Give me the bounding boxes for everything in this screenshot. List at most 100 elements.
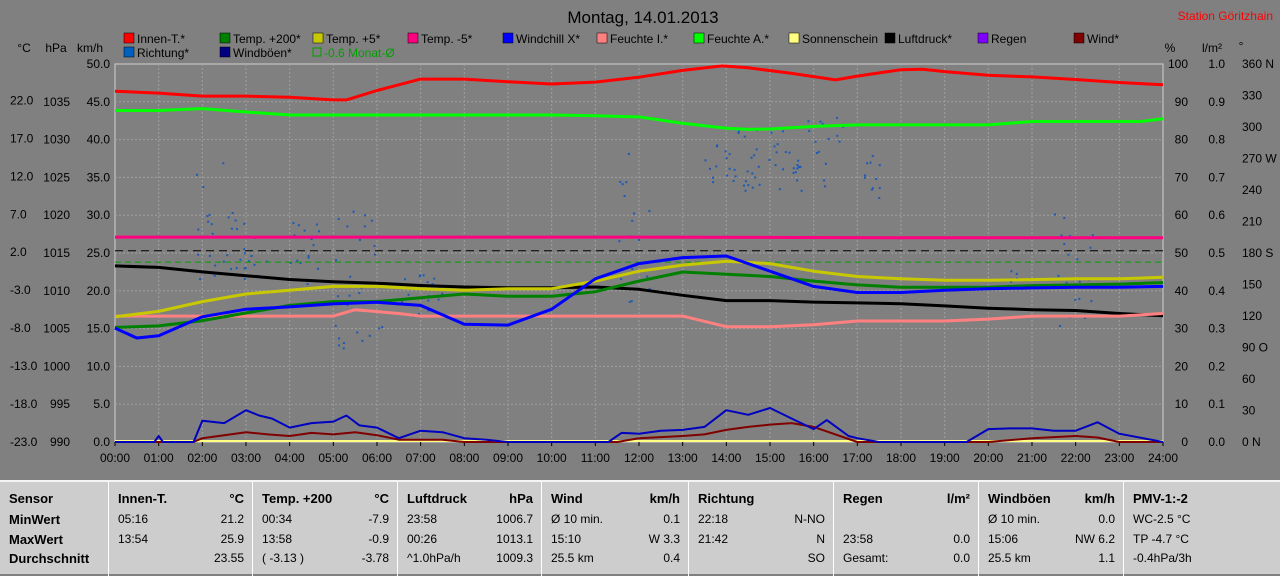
- direction-point: [775, 151, 778, 154]
- direction-point: [206, 215, 209, 218]
- direction-point: [827, 138, 830, 141]
- cell-right: 0.1: [663, 512, 680, 526]
- direction-point: [747, 184, 750, 187]
- table-column: PMV-1:-2 WC-2.5 °C TP -4.7 °C -0.4hPa/3h: [1123, 482, 1280, 576]
- cell-left: 05:16: [118, 512, 149, 526]
- tick-label-percent: 50: [1175, 246, 1189, 260]
- column-header-label: Temp. +200: [262, 491, 333, 506]
- direction-point: [623, 195, 626, 198]
- direction-point: [363, 214, 366, 217]
- column-header-label: PMV-1:-2: [1133, 491, 1188, 506]
- direction-point: [794, 171, 797, 174]
- table-column: Windböen km/h Ø 10 min. 0.0 15:06 NW 6.2 25.5 …: [978, 482, 1123, 576]
- table-row: 22:18 N-NO: [698, 512, 825, 528]
- cell-left: ( -3.13 ): [262, 551, 305, 565]
- legend-label: Temp. -5*: [421, 32, 473, 46]
- table-row: 13:54 25.9: [118, 532, 244, 548]
- cell-left: MinWert: [9, 512, 61, 527]
- tick-label-hpa: 1010: [43, 284, 70, 298]
- direction-point: [297, 224, 300, 227]
- cell-right: 21.2: [220, 512, 244, 526]
- series-feuchte_a: [115, 107, 1164, 131]
- direction-point: [743, 135, 746, 138]
- tick-label-temp: 22.0: [10, 93, 34, 107]
- direction-point: [335, 259, 338, 262]
- direction-point: [838, 140, 841, 143]
- direction-point: [807, 120, 810, 123]
- tick-label-temp: 2.0: [10, 245, 27, 259]
- direction-point: [796, 179, 799, 182]
- cell-left: 25.5 km: [551, 551, 594, 565]
- direction-point: [781, 130, 784, 133]
- direction-point: [427, 299, 430, 302]
- cell-left: 15:06: [988, 531, 1019, 546]
- direction-point: [751, 186, 754, 189]
- legend-label: Feuchte I.*: [610, 32, 668, 46]
- direction-point: [361, 339, 364, 342]
- table-row: [843, 512, 970, 528]
- tick-label-degree: 360 N: [1242, 57, 1274, 71]
- cell-right: -0.9: [368, 531, 389, 546]
- cell-left: 15:10: [551, 531, 582, 546]
- x-tick-label: 16:00: [799, 451, 829, 465]
- weather-chart: Montag, 14.01.2013 Station Göritzhain Inne…: [10, 8, 1277, 465]
- x-tick-label: 02:00: [187, 451, 217, 465]
- series-windchill: [114, 254, 1164, 340]
- direction-point: [728, 167, 731, 170]
- direction-point: [334, 324, 337, 327]
- x-tick-label: 20:00: [973, 451, 1003, 465]
- table-column: Richtung 22:18 N-NO 21:42 N SO: [688, 482, 833, 576]
- cell-left: 21:42: [698, 531, 729, 546]
- tick-label-hpa: 990: [50, 435, 70, 449]
- tick-label-temp: -13.0: [10, 359, 38, 373]
- table-row: SO: [698, 551, 825, 567]
- direction-point: [426, 281, 429, 284]
- x-tick-label: 10:00: [537, 451, 567, 465]
- legend-label: Feuchte A.*: [707, 32, 769, 46]
- direction-point: [744, 189, 747, 192]
- direction-point: [312, 244, 315, 247]
- tick-label-rain: 0.2: [1208, 359, 1225, 373]
- column-unit: hPa: [509, 491, 533, 506]
- direction-point: [234, 219, 237, 222]
- direction-point: [337, 217, 340, 220]
- direction-point: [869, 161, 872, 164]
- x-tick-label: 00:00: [100, 451, 130, 465]
- tick-label-percent: 80: [1175, 133, 1189, 147]
- direction-point: [299, 261, 302, 264]
- series-windboeen: [115, 407, 1164, 443]
- direction-point: [210, 223, 213, 226]
- tick-label-hpa: 1025: [43, 170, 70, 184]
- direction-point: [222, 162, 225, 165]
- legend-swatch: [219, 46, 231, 58]
- tick-label-percent: 20: [1175, 359, 1189, 373]
- tick-label-temp: -8.0: [10, 321, 31, 335]
- direction-point: [1060, 234, 1063, 237]
- direction-point: [734, 175, 737, 178]
- direction-point: [373, 244, 376, 247]
- direction-point: [796, 167, 799, 170]
- tick-label-rain: 0.9: [1208, 95, 1225, 109]
- x-tick-label: 18:00: [886, 451, 916, 465]
- table-row: 05:16 21.2: [118, 512, 244, 528]
- direction-point: [243, 252, 246, 255]
- direction-point: [235, 267, 238, 270]
- cell-right: 1009.3: [496, 551, 533, 565]
- table-row: 00:34 -7.9: [262, 512, 389, 528]
- tick-label-hpa: 1020: [43, 208, 70, 222]
- direction-point: [226, 254, 229, 257]
- direction-point: [754, 176, 757, 179]
- series-feuchte_i: [115, 308, 1164, 329]
- direction-point: [788, 151, 791, 154]
- direction-point: [715, 165, 718, 168]
- direction-point: [374, 253, 377, 256]
- x-tick-label: 19:00: [930, 451, 960, 465]
- legend-swatch: [407, 32, 419, 44]
- x-tick-label: 15:00: [755, 451, 785, 465]
- direction-point: [1074, 298, 1077, 301]
- direction-point: [346, 303, 349, 306]
- tick-label-degree: 180 S: [1242, 246, 1273, 260]
- direction-point: [244, 267, 247, 270]
- cell-right: W 3.3: [648, 531, 680, 546]
- cell-left: ^1.0hPa/h: [407, 551, 461, 565]
